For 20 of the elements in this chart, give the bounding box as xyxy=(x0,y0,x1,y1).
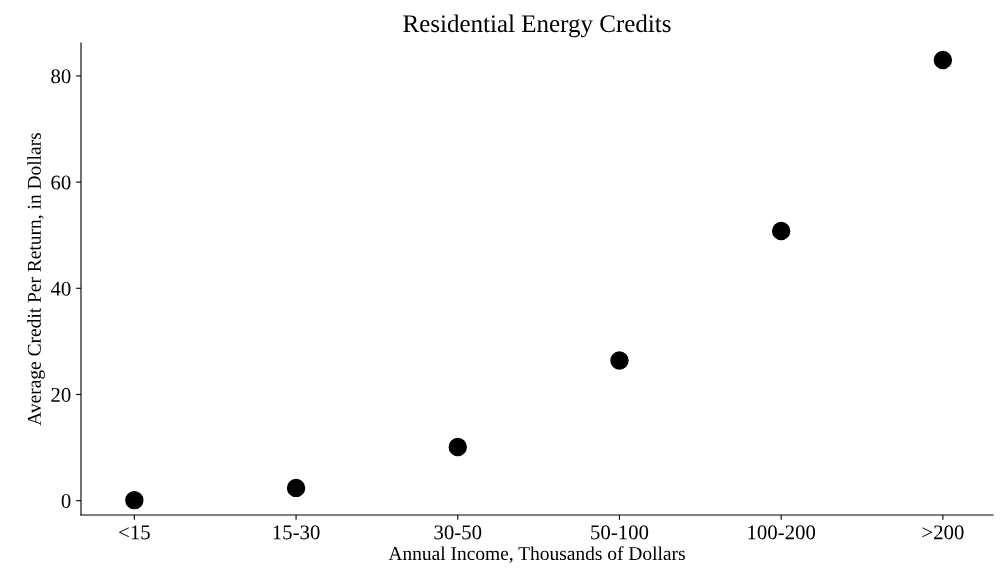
y-tick-label: 20 xyxy=(51,387,71,402)
x-tick-label: >200 xyxy=(922,525,964,540)
x-tick-label: 50-100 xyxy=(591,525,649,540)
y-tick-label: 40 xyxy=(50,281,71,296)
point xyxy=(771,221,791,241)
point xyxy=(286,478,306,498)
x-tick-label: 100-200 xyxy=(748,525,816,540)
x-tick-label: 30-50 xyxy=(434,525,482,540)
point xyxy=(125,490,144,510)
chart-title: Residential Energy Credits xyxy=(403,14,671,38)
point xyxy=(933,50,953,70)
y-tick-label: 80 xyxy=(51,69,71,84)
point xyxy=(448,437,467,457)
point xyxy=(610,351,629,370)
x-tick-label: <15 xyxy=(119,525,150,540)
y-tick-label: 60 xyxy=(51,175,71,190)
x-tick-label: 15-30 xyxy=(273,525,320,540)
x-axis-title: Annual Income, Thousands of Dollars xyxy=(388,546,685,563)
y-tick-label: 0 xyxy=(61,494,71,509)
y-axis-title: Average Credit Per Return, in Dollars xyxy=(27,133,45,426)
